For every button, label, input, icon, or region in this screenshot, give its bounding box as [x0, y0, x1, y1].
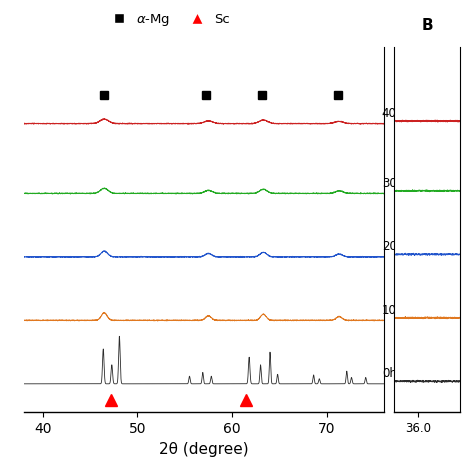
Text: 20h: 20h	[382, 240, 404, 253]
Text: 10h: 10h	[382, 303, 404, 317]
Text: 0h: 0h	[382, 367, 397, 380]
Text: 40h: 40h	[382, 107, 404, 120]
X-axis label: 2θ (degree): 2θ (degree)	[159, 442, 248, 456]
Legend: $\alpha$-Mg, Sc: $\alpha$-Mg, Sc	[100, 7, 235, 33]
Text: B: B	[421, 18, 433, 33]
Text: 30h: 30h	[382, 177, 404, 190]
